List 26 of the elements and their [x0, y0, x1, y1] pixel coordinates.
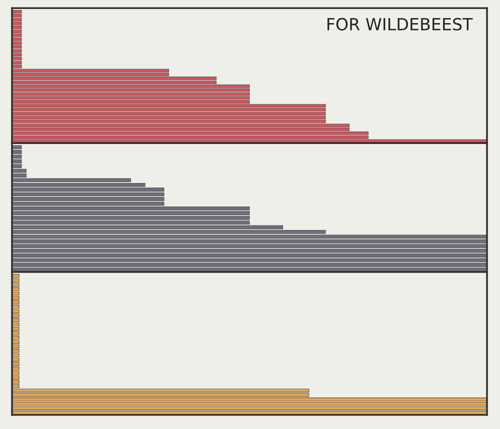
- bar: [12, 88, 250, 92]
- bar: [12, 22, 22, 26]
- bar: [12, 76, 217, 80]
- bar: [12, 112, 326, 116]
- bar: [12, 41, 22, 45]
- bar: [12, 26, 22, 30]
- bar: [12, 53, 22, 57]
- bar: [12, 96, 250, 100]
- bar: [12, 14, 22, 18]
- bar: [12, 18, 22, 22]
- bar: [12, 104, 326, 108]
- bar: [12, 124, 350, 128]
- bar: [12, 108, 326, 112]
- bar: [12, 132, 369, 135]
- bar: [12, 37, 22, 41]
- bar: [12, 92, 250, 96]
- bar: [12, 60, 22, 64]
- chart-title: FOR WILDEBEEST: [327, 18, 473, 30]
- bar: [12, 10, 22, 14]
- bar: [12, 30, 22, 33]
- bar: [12, 34, 22, 37]
- bar: [12, 116, 326, 120]
- bar: [12, 84, 250, 88]
- bar: [12, 49, 22, 53]
- bar: [12, 57, 22, 60]
- bar: [12, 45, 22, 49]
